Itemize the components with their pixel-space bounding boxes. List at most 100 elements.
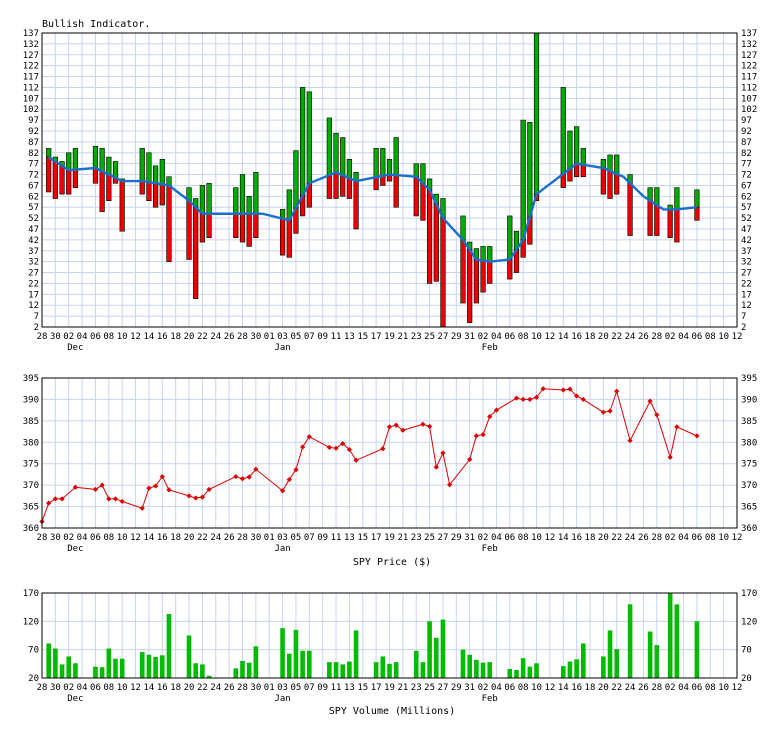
price-point (520, 396, 526, 403)
x-tick-label: 02 (63, 533, 74, 543)
x-tick-label: 07 (304, 683, 315, 693)
y-tick-label-left: 27 (28, 269, 39, 279)
price-point (533, 394, 540, 400)
x-tick-label: 29 (451, 683, 462, 693)
bull-bar (533, 32, 540, 195)
bear-bar (440, 217, 446, 328)
bear-bar (460, 239, 466, 304)
price-point (340, 440, 346, 447)
price-point (473, 433, 479, 439)
y-tick-label-right: 375 (741, 460, 757, 470)
y-tick-label-right: 102 (741, 105, 757, 115)
volume-bar (293, 629, 299, 678)
bear-bar (480, 260, 486, 293)
price-point (326, 444, 332, 451)
volume-bar (520, 658, 526, 678)
y-tick-label-left: 132 (23, 40, 39, 50)
panel1-title: Bullish Indicator. (42, 19, 150, 30)
price-point (92, 486, 99, 493)
bull-bar (346, 159, 353, 179)
volume-bar (186, 635, 192, 678)
x-tick-label: 18 (585, 332, 596, 342)
volume-bar (307, 650, 312, 678)
volume-bar (73, 663, 78, 678)
x-tick-label: 09 (317, 332, 328, 342)
price-point (246, 474, 252, 480)
y-tick-label-left: 87 (28, 138, 39, 148)
x-tick-label: 18 (170, 533, 181, 543)
plot-border (41, 592, 738, 679)
x-tick-label: 20 (184, 332, 195, 342)
bear-bar (627, 182, 633, 236)
x-tick-label: 04 (77, 332, 88, 342)
bull-bar (340, 137, 346, 176)
y-tick-label-right: 360 (741, 524, 757, 534)
y-tick-label-left: 82 (28, 149, 39, 159)
volume-bar (280, 628, 285, 678)
volume-bar (66, 656, 72, 678)
x-tick-label: 22 (197, 683, 208, 693)
y-tick-label-right: 27 (741, 269, 752, 279)
x-tick-label: 15 (357, 533, 368, 543)
y-tick-label-right: 390 (741, 395, 757, 405)
x-tick-label: 04 (678, 683, 689, 693)
volume-bar (253, 646, 259, 678)
price-point (300, 444, 306, 450)
volume-bar (240, 661, 245, 678)
x-tick-label: 01 (264, 683, 275, 693)
volume-bar (106, 648, 112, 678)
x-tick-label: 06 (504, 332, 515, 342)
x-tick-label: 04 (77, 533, 88, 543)
bull-bar (293, 150, 299, 209)
y-tick-label-left: 47 (28, 225, 39, 235)
volume-bar (146, 654, 152, 678)
price-point (333, 445, 339, 451)
x-tick-label: 22 (611, 533, 622, 543)
x-tick-label: 16 (157, 683, 168, 693)
y-tick-label-left: 62 (28, 192, 39, 202)
volume-bar (46, 643, 51, 678)
x-tick-label: 28 (37, 533, 48, 543)
y-tick-label-left: 92 (28, 127, 39, 137)
x-tick-label: 10 (117, 533, 128, 543)
bear-bar (186, 200, 192, 260)
price-point (627, 437, 633, 444)
x-tick-label: 04 (77, 683, 88, 693)
bear-bar (607, 170, 613, 199)
y-tick-label-left: 70 (28, 646, 39, 656)
x-tick-label: 08 (103, 332, 114, 342)
x-tick-label: 08 (518, 683, 529, 693)
x-tick-label: 28 (237, 683, 248, 693)
x-tick-label: 24 (625, 332, 636, 342)
volume-bar (487, 662, 493, 678)
x-tick-label: 10 (531, 533, 542, 543)
volume-bar (233, 668, 239, 678)
x-tick-label: 27 (438, 683, 449, 693)
bull-bar (480, 246, 486, 261)
x-tick-label: 17 (371, 533, 382, 543)
y-tick-label-left: 7 (34, 312, 39, 322)
x-tick-label: 05 (291, 683, 302, 693)
month-label: Jan (274, 694, 290, 704)
y-tick-label-right: 67 (741, 181, 752, 191)
bear-bar (246, 213, 252, 247)
x-tick-label: 10 (531, 332, 542, 342)
y-tick-label-right: 20 (741, 674, 752, 684)
x-tick-label: 14 (144, 332, 155, 342)
x-tick-label: 22 (611, 683, 622, 693)
bear-bar (674, 209, 680, 243)
volume-bar (427, 621, 432, 678)
x-tick-label: 14 (558, 332, 569, 342)
y-tick-label-right: 370 (741, 481, 757, 491)
x-tick-label: 02 (478, 332, 489, 342)
volume-bar (674, 604, 680, 678)
price-point (153, 483, 159, 489)
x-tick-label: 28 (651, 533, 662, 543)
x-tick-label: 26 (224, 683, 235, 693)
y-tick-label-right: 17 (741, 290, 752, 300)
x-tick-label: 31 (464, 332, 475, 342)
x-tick-label: 01 (264, 332, 275, 342)
x-tick-label: 18 (585, 683, 596, 693)
price-point (59, 496, 65, 502)
bear-bar (373, 176, 379, 191)
